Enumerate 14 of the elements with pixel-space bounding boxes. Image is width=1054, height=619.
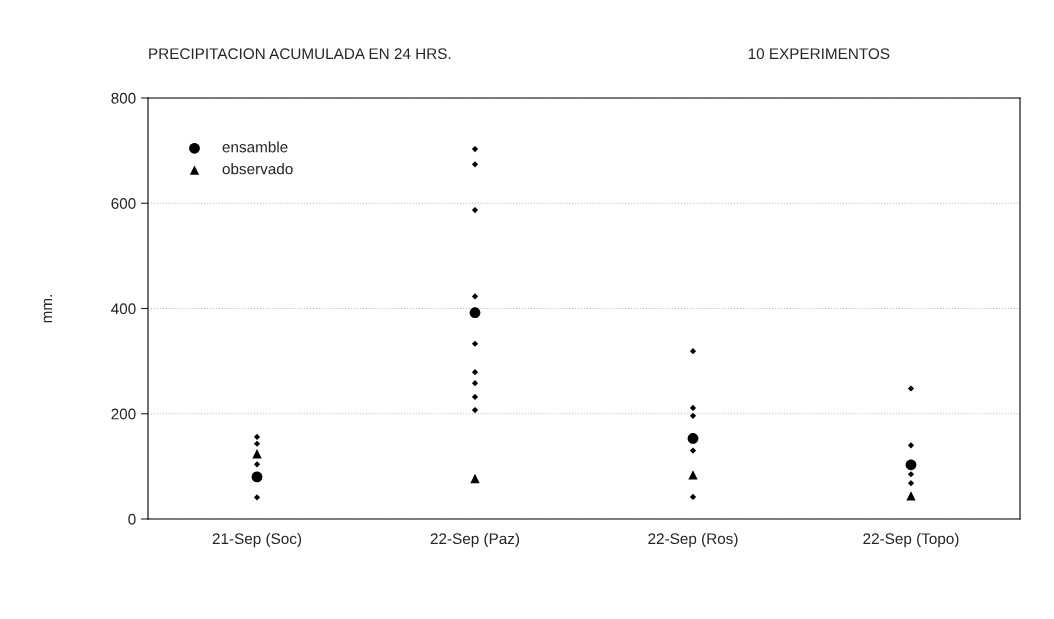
y-tick-label: 800	[111, 92, 136, 104]
x-tick-label: 22-Sep (Ros)	[648, 532, 738, 548]
legend-label: observado	[222, 163, 293, 175]
chart-title: PRECIPITACION ACUMULADA EN 24 HRS.	[149, 48, 451, 60]
y-tick-label: 600	[111, 198, 136, 209]
legend-label: ensamble	[222, 141, 288, 153]
chart-subtitle: 10 EXPERIMENTOS	[748, 48, 890, 60]
x-tick-label: 22-Sep (Paz)	[430, 532, 520, 548]
y-axis-title: mm.	[43, 295, 52, 323]
y-tick-label: 400	[111, 303, 136, 315]
y-tick-label: 200	[111, 408, 136, 420]
x-tick-label: 21-Sep (Soc)	[212, 532, 302, 548]
x-tick-label: 22-Sep (Topo)	[863, 532, 959, 548]
y-tick-label: 0	[128, 513, 136, 525]
